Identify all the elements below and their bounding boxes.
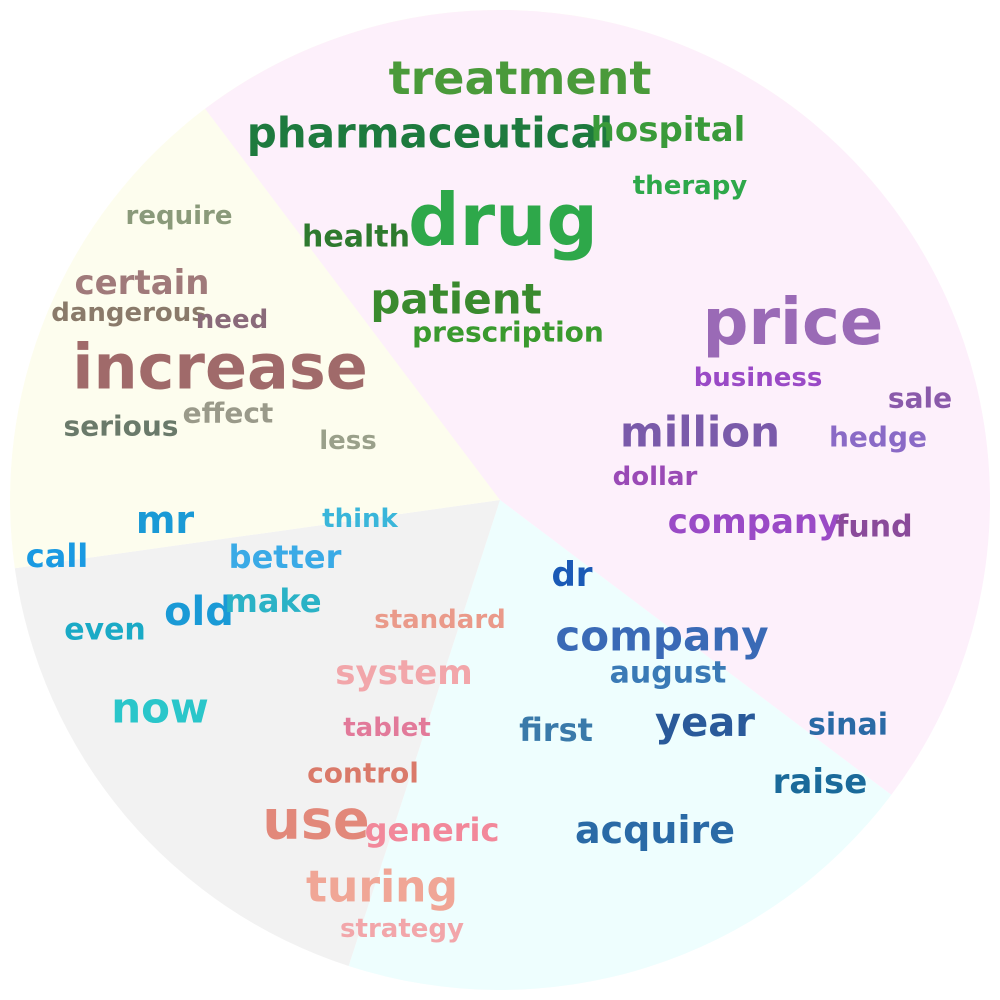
- word-less: less: [319, 426, 377, 456]
- word-control: control: [307, 757, 419, 790]
- word-treatment: treatment: [389, 51, 652, 105]
- word-strategy: strategy: [340, 914, 464, 944]
- word-price: price: [703, 286, 884, 360]
- word-dr: dr: [551, 555, 592, 595]
- topic-6-wedge: [205, 9, 816, 500]
- word-drug: drug: [408, 178, 598, 262]
- word-hospital: hospital: [591, 110, 746, 150]
- word-think: think: [322, 504, 398, 534]
- word-year: year: [655, 700, 755, 746]
- word-company: company: [555, 612, 768, 661]
- word-hedge: hedge: [829, 421, 927, 454]
- word-make: make: [224, 582, 321, 620]
- word-standard: standard: [374, 605, 506, 635]
- word-increase: increase: [72, 331, 368, 404]
- word-generic: generic: [365, 811, 500, 849]
- word-business: business: [694, 363, 823, 393]
- word-certain: certain: [74, 263, 209, 303]
- word-system: system: [335, 653, 472, 693]
- word-serious: serious: [64, 410, 179, 443]
- word-sinai: sinai: [808, 708, 888, 743]
- word-prescription: prescription: [412, 316, 604, 349]
- word-million: million: [620, 408, 780, 457]
- word-acquire: acquire: [575, 808, 735, 852]
- word-even: even: [64, 613, 146, 648]
- topic-5-wedge: [10, 108, 501, 569]
- word-need: need: [196, 305, 268, 335]
- word-pharmaceutical: pharmaceutical: [247, 109, 614, 158]
- word-require: require: [126, 201, 233, 231]
- word-health: health: [302, 220, 410, 255]
- word-raise: raise: [773, 762, 868, 802]
- word-turing: turing: [306, 862, 458, 913]
- word-therapy: therapy: [633, 171, 748, 201]
- word-tablet: tablet: [343, 713, 431, 743]
- word-use: use: [262, 789, 369, 852]
- topic-4-wedge: [14, 500, 501, 966]
- word-august: august: [610, 656, 727, 691]
- word-sale: sale: [888, 382, 952, 415]
- topic-2-wedge: [500, 113, 990, 795]
- word-first: first: [519, 711, 593, 749]
- word-mr: mr: [136, 498, 195, 542]
- word-call: call: [26, 537, 89, 575]
- word-dangerous: dangerous: [51, 298, 207, 328]
- word-now: now: [111, 684, 209, 733]
- word-company: company: [668, 502, 841, 542]
- word-effect: effect: [183, 397, 274, 430]
- word-fund: fund: [835, 510, 912, 545]
- word-patient: patient: [370, 275, 541, 324]
- word-dollar: dollar: [613, 462, 698, 492]
- word-old: old: [164, 589, 234, 635]
- topic-3-wedge: [348, 500, 892, 990]
- word-better: better: [229, 538, 342, 576]
